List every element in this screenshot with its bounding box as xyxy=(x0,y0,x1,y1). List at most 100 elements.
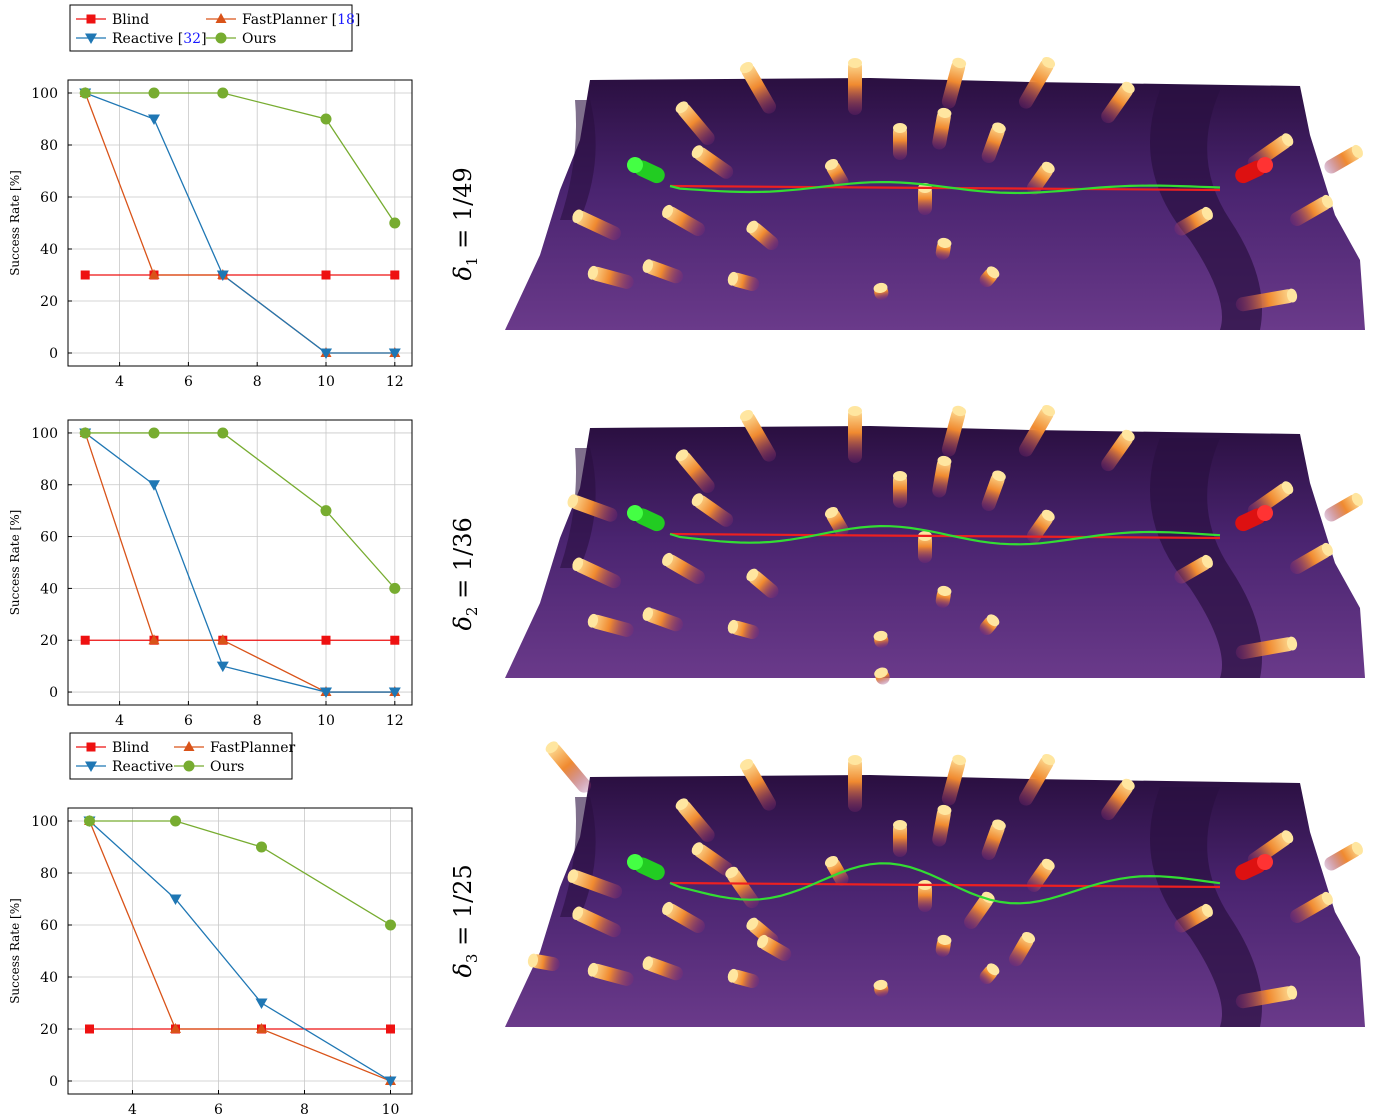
data-point-ours xyxy=(84,815,95,827)
data-point-blind xyxy=(386,1024,395,1034)
scene-label-3-symbol: δ xyxy=(449,963,478,978)
planned-path xyxy=(669,532,1221,540)
scene-label-2-index: 2 xyxy=(462,606,481,617)
data-point-reactive xyxy=(388,348,401,359)
series-line-reactive xyxy=(84,432,395,693)
pillar xyxy=(1101,81,1135,124)
pillar xyxy=(757,934,792,961)
terrain-ridge xyxy=(560,100,596,220)
pillar xyxy=(874,667,890,685)
data-point-blind xyxy=(321,635,331,645)
pillar xyxy=(727,968,760,988)
pillar xyxy=(587,265,634,289)
data-point-ours xyxy=(256,841,267,853)
legend-marker-ours xyxy=(183,760,195,772)
data-point-fastplanner xyxy=(170,1023,181,1033)
data-point-ours xyxy=(170,815,181,827)
pillar xyxy=(981,819,1006,861)
legend-label-fastplanner: FastPlanner [18] xyxy=(242,12,360,28)
pillar xyxy=(746,568,779,598)
data-point-ours xyxy=(385,919,396,931)
data-point-blind xyxy=(80,270,90,280)
pillar xyxy=(1174,554,1213,584)
pillar xyxy=(979,963,1000,984)
data-point-ours xyxy=(320,505,332,517)
data-point-blind xyxy=(321,270,331,280)
pillar xyxy=(873,282,889,300)
data-point-reactive xyxy=(216,270,229,281)
data-point-reactive xyxy=(216,661,229,673)
data-point-ours xyxy=(389,582,401,594)
y-tick-label: 0 xyxy=(49,1074,58,1090)
planned-path xyxy=(669,881,1221,889)
pillar xyxy=(746,220,779,250)
terrain-scene-2 xyxy=(505,405,1365,685)
x-tick-label: 4 xyxy=(115,374,124,390)
data-point-fastplanner xyxy=(148,269,160,279)
scene-label-3: δ3 = 1/25 xyxy=(449,851,481,991)
x-tick-label: 12 xyxy=(386,374,404,390)
x-tick-label: 10 xyxy=(317,713,335,729)
terrain-scene-3 xyxy=(505,741,1365,1027)
legend-marker-reactive xyxy=(85,33,97,44)
goal-marker xyxy=(1235,505,1273,532)
pillar xyxy=(1101,778,1135,821)
y-tick-label: 80 xyxy=(40,478,58,494)
pillar xyxy=(848,406,862,463)
data-point-reactive xyxy=(148,480,160,491)
data-point-ours xyxy=(389,217,401,229)
data-point-ours xyxy=(320,113,332,125)
data-point-blind xyxy=(80,635,90,645)
pillar xyxy=(527,953,560,971)
x-tick-label: 6 xyxy=(184,713,193,729)
y-tick-label: 100 xyxy=(31,814,58,830)
legend-marker-ours xyxy=(215,32,227,44)
legend-label-reactive: Reactive xyxy=(112,759,173,775)
data-point-blind xyxy=(390,270,400,280)
data-point-ours xyxy=(79,427,91,439)
executed-path xyxy=(669,524,1221,546)
legend-marker-fastplanner xyxy=(215,13,227,23)
pillar xyxy=(1026,161,1055,195)
pillar xyxy=(675,449,715,493)
x-tick-label: 8 xyxy=(253,713,262,729)
pillar xyxy=(979,614,1000,635)
pillar xyxy=(1235,985,1298,1009)
series-line-reactive xyxy=(89,820,391,1082)
plot-frame xyxy=(67,807,413,1095)
terrain-surface xyxy=(505,775,1365,1027)
pillar xyxy=(941,57,967,109)
legend-box xyxy=(69,4,353,52)
data-point-blind xyxy=(85,1024,94,1034)
pillar xyxy=(587,613,634,637)
pillar xyxy=(893,123,907,160)
data-point-reactive xyxy=(388,687,401,699)
x-tick-label: 6 xyxy=(184,374,193,390)
legend-marker-fastplanner xyxy=(183,741,195,751)
data-point-fastplanner xyxy=(256,1023,267,1033)
data-point-ours xyxy=(217,427,229,439)
data-point-ours xyxy=(217,87,229,99)
pillar xyxy=(1235,636,1298,660)
series-line-ours xyxy=(89,820,391,926)
chart-1: 4 6 8 10 12 0 20 40 60 80 100 Success Rate [%] xyxy=(8,79,413,390)
data-point-ours xyxy=(79,87,91,99)
terrain-scene-1 xyxy=(505,57,1365,330)
y-tick-label: 100 xyxy=(31,86,58,102)
executed-path xyxy=(669,181,1221,195)
legend-label-reactive: Reactive [32] xyxy=(112,31,207,47)
pillar xyxy=(873,979,889,997)
x-tick-label: 6 xyxy=(214,1102,223,1118)
y-tick-label: 20 xyxy=(40,633,58,649)
legend-label-ours: Ours xyxy=(242,31,276,47)
y-tick-label: 40 xyxy=(40,242,58,258)
pillar xyxy=(1026,509,1055,543)
y-tick-label: 0 xyxy=(49,346,58,362)
pillar xyxy=(739,410,776,462)
y-tick-label: 100 xyxy=(31,426,58,442)
pillar xyxy=(691,145,734,179)
pillar xyxy=(1290,194,1333,226)
pillar xyxy=(932,107,952,150)
pillar xyxy=(567,494,618,522)
